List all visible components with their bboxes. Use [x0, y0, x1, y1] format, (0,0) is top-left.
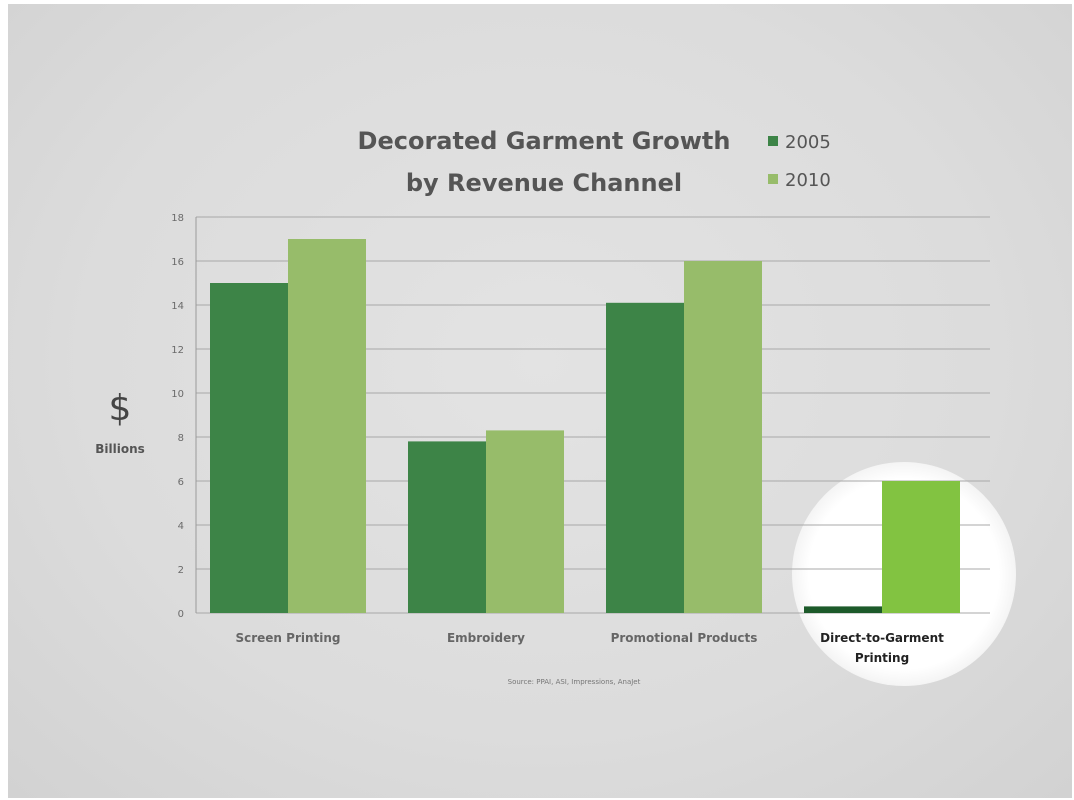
bar-2005-screen-printing — [210, 283, 288, 613]
x-category-label: Embroidery — [447, 631, 525, 645]
x-category-label: Printing — [855, 651, 909, 665]
y-tick-label: 6 — [178, 477, 184, 488]
y-tick-label: 10 — [171, 389, 184, 400]
y-tick-label: 12 — [171, 345, 184, 356]
y-axis-currency-symbol: $ — [109, 388, 132, 429]
y-tick-label: 2 — [178, 565, 184, 576]
bar-2010-embroidery — [486, 430, 564, 613]
x-category-label: Screen Printing — [235, 631, 340, 645]
bar-2005-embroidery — [408, 441, 486, 613]
legend: 2005 2010 — [768, 132, 831, 191]
y-tick-label: 8 — [178, 433, 184, 444]
bar-chart: 0 2 4 6 8 10 12 14 16 18 Screen Printing Embroider… — [95, 127, 1016, 686]
y-tick-label: 14 — [171, 301, 184, 312]
x-axis-labels: Screen Printing Embroidery Promotional Pro… — [235, 631, 944, 665]
legend-swatch-2005 — [768, 136, 778, 146]
y-tick-label: 16 — [171, 257, 184, 268]
bar-2005-promotional-products — [606, 302, 684, 613]
y-axis-ticks: 0 2 4 6 8 10 12 14 16 18 — [171, 213, 184, 620]
bar-2010-screen-printing — [288, 239, 366, 613]
x-category-label: Promotional Products — [611, 631, 758, 645]
legend-swatch-2010 — [768, 174, 778, 184]
bar-2010-promotional-products — [684, 261, 762, 613]
bar-2005-direct-to-garment-printing — [804, 606, 882, 613]
legend-label-2010: 2010 — [785, 170, 831, 191]
source-note: Source: PPAI, ASI, Impressions, AnaJet — [508, 678, 641, 686]
y-axis-label: Billions — [95, 442, 145, 456]
y-tick-label: 18 — [171, 213, 184, 224]
y-tick-label: 4 — [178, 521, 184, 532]
x-category-label: Direct-to-Garment — [820, 631, 944, 645]
legend-label-2005: 2005 — [785, 132, 831, 153]
bar-2010-direct-to-garment-printing — [882, 481, 960, 613]
y-tick-label: 0 — [178, 609, 184, 620]
chart-title-line2: by Revenue Channel — [406, 169, 682, 197]
chart-title-line1: Decorated Garment Growth — [358, 127, 731, 155]
chart-slide: 0 2 4 6 8 10 12 14 16 18 Screen Printing Embroider… — [8, 4, 1072, 798]
bars — [210, 239, 960, 613]
